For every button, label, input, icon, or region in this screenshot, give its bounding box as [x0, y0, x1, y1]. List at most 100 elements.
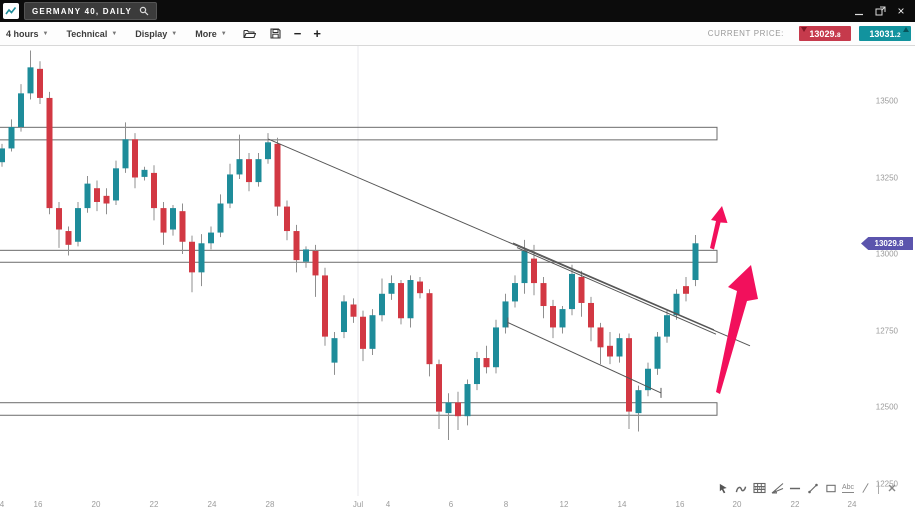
chevron-down-icon: ▼: [220, 30, 227, 37]
price-tick-label: 12250: [875, 479, 898, 488]
candle-body: [198, 243, 205, 273]
save-icon: [270, 28, 281, 39]
candle-body: [113, 168, 119, 201]
candle-body: [607, 345, 613, 357]
large-up-arrow[interactable]: [716, 265, 758, 394]
candle-body: [170, 208, 176, 230]
display-dropdown[interactable]: Display ▼: [135, 28, 178, 39]
trendline-1[interactable]: [512, 242, 715, 331]
zoom-in-button[interactable]: +: [313, 26, 321, 41]
candle-body: [18, 93, 24, 128]
timeframe-label: 4 hours: [6, 28, 39, 39]
current-price-tag: 13029.8: [861, 237, 913, 250]
zoom-out-button[interactable]: −: [293, 26, 302, 41]
sr-zone-1[interactable]: [0, 249, 718, 263]
candle-body: [445, 402, 452, 414]
grid-tool-icon[interactable]: [752, 481, 766, 495]
minimize-button[interactable]: [853, 5, 865, 17]
app-logo-icon: [3, 3, 19, 19]
time-tick-label: 4: [0, 500, 5, 509]
toolbar-divider: [878, 482, 880, 494]
candlestick-plot[interactable]: [0, 46, 915, 513]
save-button[interactable]: [263, 28, 288, 39]
candle-body: [692, 243, 699, 281]
candle-body: [246, 159, 252, 183]
sr-zone-0[interactable]: [0, 126, 718, 141]
candle-body: [303, 249, 309, 262]
ask-price-badge: 13031. 2: [859, 26, 911, 41]
price-tick-label: 13000: [875, 249, 898, 259]
candle-body: [502, 301, 509, 328]
time-tick-label: 8: [503, 500, 509, 509]
fan-lines-tool-icon[interactable]: [770, 481, 784, 495]
candle-body: [588, 302, 594, 328]
candle-body: [331, 338, 338, 363]
candle-body: [540, 283, 547, 307]
candle-body: [616, 338, 623, 357]
time-tick-label: 12: [559, 500, 569, 509]
candle-body: [132, 139, 138, 178]
candle-body: [398, 283, 404, 319]
horizontal-line-tool-icon[interactable]: [788, 481, 802, 495]
candle-body: [578, 276, 585, 303]
instrument-selector-button[interactable]: GERMANY 40, DAILY: [24, 2, 157, 20]
chart-area[interactable]: 13500 13250 13000 12750 12500 12250 4 16 20 22 24…: [0, 46, 915, 513]
time-tick-label: Jul: [352, 500, 364, 509]
sr-zone-2[interactable]: [0, 402, 718, 416]
technical-dropdown[interactable]: Technical ▼: [66, 28, 118, 39]
candle-body: [654, 336, 661, 369]
close-button[interactable]: ×: [897, 4, 905, 18]
candle-body: [274, 143, 281, 207]
timeframe-dropdown[interactable]: 4 hours ▼: [0, 22, 57, 45]
time-tick-label: 22: [149, 500, 159, 509]
small-up-arrow[interactable]: [710, 206, 728, 250]
candle-body: [265, 142, 271, 160]
candle-body: [645, 368, 651, 391]
current-price-group: CURRENT PRICE: 13029. 8 13031. 2: [708, 26, 915, 41]
candle-body: [322, 275, 328, 337]
candle-body: [227, 174, 233, 204]
candle-body: [559, 309, 566, 328]
candle-body: [141, 169, 148, 177]
time-tick-label: 16: [675, 500, 685, 509]
delete-drawing-icon[interactable]: [885, 481, 899, 495]
more-dropdown[interactable]: More ▼: [195, 28, 227, 39]
restore-window-button[interactable]: [874, 5, 886, 17]
candle-body: [56, 208, 62, 230]
candle-body: [46, 97, 53, 209]
current-price-label: CURRENT PRICE:: [707, 29, 784, 38]
time-tick-label: 4: [385, 500, 391, 509]
trendline-3[interactable]: [507, 322, 662, 394]
candle-body: [293, 231, 300, 261]
time-tick-label: 24: [207, 500, 217, 509]
candle-body: [483, 358, 490, 368]
cursor-tool-icon[interactable]: [716, 481, 730, 495]
search-icon: [139, 6, 149, 16]
candle-body: [426, 293, 433, 365]
trendline-2[interactable]: [516, 247, 717, 335]
candle-body: [37, 68, 43, 98]
rectangle-tool-icon[interactable]: [824, 481, 838, 495]
time-tick-label: 28: [265, 500, 275, 509]
open-folder-button[interactable]: [236, 28, 263, 39]
price-tick-label: 13500: [875, 96, 898, 106]
candle-body: [160, 208, 167, 233]
candle-body: [94, 188, 100, 202]
candle-body: [521, 250, 528, 284]
candle-body: [312, 250, 319, 276]
trendline-tool-icon[interactable]: [806, 481, 820, 495]
candle-body: [436, 364, 442, 412]
candle-body: [493, 327, 499, 368]
candle-body: [103, 195, 110, 204]
text-tool-icon[interactable]: Abc: [842, 483, 855, 493]
trendline-0[interactable]: [267, 138, 751, 347]
candle-body: [27, 67, 34, 94]
price-tick-label: 12500: [875, 402, 898, 412]
candle-body: [65, 231, 72, 245]
diagonal-line-tool-icon[interactable]: [858, 481, 872, 495]
candle-body: [512, 283, 518, 302]
down-tick-icon: [801, 27, 807, 32]
curve-tool-icon[interactable]: [734, 481, 748, 495]
price-tick-label: 12750: [875, 326, 898, 335]
candle-body: [455, 402, 461, 417]
